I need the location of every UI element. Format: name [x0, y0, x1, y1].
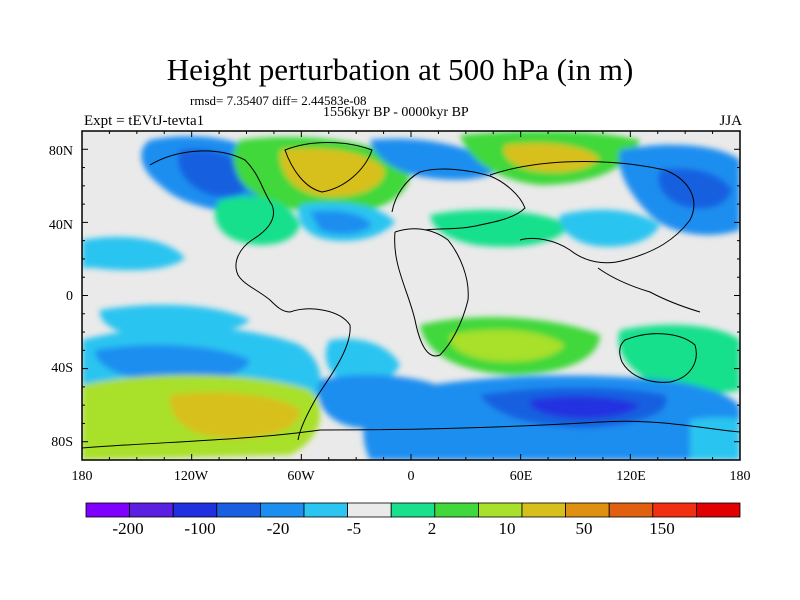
- lon-label: 180: [72, 469, 93, 484]
- contour-teal-sh-east: [618, 324, 740, 394]
- tick-marks: [81, 130, 741, 461]
- lon-label: 60W: [287, 469, 315, 484]
- colorbar-box: [390, 502, 436, 518]
- colorbar-box: [216, 502, 261, 518]
- colorbar-label: 150: [649, 519, 675, 538]
- colorbar-label: 10: [499, 519, 516, 538]
- lon-label: 0: [408, 469, 415, 484]
- lat-axis-labels: 80N 40N 0 40S 80S: [49, 144, 73, 450]
- colorbar-box: [303, 502, 348, 518]
- contour-teal-atlantic: [215, 196, 300, 245]
- contour-cyan-pacific-w: [82, 236, 185, 271]
- coastlines: [82, 142, 740, 449]
- coast-antarctica: [82, 420, 740, 449]
- colorbar-box: [129, 502, 174, 518]
- contour-gold-sh-west: [169, 392, 300, 439]
- coast-africa: [394, 228, 469, 357]
- contour-cyan-sh-pacific-e: [690, 417, 740, 460]
- colorbar-box: [347, 502, 392, 518]
- lon-label: 180: [730, 469, 751, 484]
- colorbar-box: [696, 502, 741, 518]
- coast-asia: [489, 161, 695, 264]
- lat-label: 80S: [51, 435, 73, 450]
- contour-cyan-asia: [559, 209, 660, 247]
- colorbar-labels: -200 -100 -20 -5 2 10 50 150: [112, 519, 674, 538]
- colorbar-box: [565, 502, 610, 518]
- colorbar-box: [521, 502, 566, 518]
- contour-cyan-sh-atlantic: [325, 338, 400, 385]
- lon-label: 120W: [174, 469, 209, 484]
- contour-blue-subtropic: [310, 210, 372, 235]
- period-text: 1556kyr BP - 0000kyr BP: [323, 105, 469, 120]
- contour-yellow-sh-indian: [449, 329, 565, 362]
- contour-field: [82, 131, 740, 460]
- colorbar-label: -100: [184, 519, 215, 538]
- colorbar-label: -200: [112, 519, 143, 538]
- contour-blue-europe: [370, 138, 500, 180]
- stats-text: rmsd= 7.35407 diff= 2.44583e-08: [190, 93, 367, 108]
- colorbar-box: [608, 502, 654, 518]
- coast-europe: [391, 168, 526, 231]
- coast-north-america: [149, 150, 291, 313]
- colorbar-box: [477, 502, 523, 518]
- contour-blue-dark-nw: [178, 148, 251, 197]
- contour-blue-sh-west: [95, 344, 250, 382]
- contour-gold-siberia: [503, 143, 600, 173]
- lat-label: 0: [66, 289, 73, 304]
- lon-axis-labels: 180 120W 60W 0 60E 120E 180: [72, 469, 751, 484]
- contour-deep-blue-southern-ocean: [529, 396, 640, 419]
- colorbar-box: [652, 502, 697, 518]
- colorbar-label: -5: [347, 519, 361, 538]
- colorbar-box: [85, 502, 130, 518]
- colorbar-label: 50: [576, 519, 593, 538]
- lat-label: 40S: [51, 361, 73, 376]
- lon-label: 120E: [616, 469, 646, 484]
- contour-blue-dark-pacific-n: [658, 168, 732, 209]
- experiment-label: Expt = tEVtJ-tevta1: [84, 113, 205, 129]
- colorbar-box: [172, 502, 218, 518]
- lon-label: 60E: [510, 469, 533, 484]
- lat-label: 40N: [49, 218, 73, 233]
- coast-greenland: [284, 142, 373, 193]
- plot-title: Height perturbation at 500 hPa (in m): [166, 52, 634, 87]
- coast-south-america: [289, 308, 351, 441]
- colorbar: [85, 502, 741, 518]
- colorbar-box: [259, 502, 305, 518]
- coast-southeast-asia: [597, 267, 701, 313]
- lat-label: 80N: [49, 144, 73, 159]
- colorbar-label: -20: [267, 519, 290, 538]
- colorbar-box: [434, 502, 479, 518]
- colorbar-label: 2: [428, 519, 437, 538]
- coast-australia: [619, 333, 697, 383]
- season-label: JJA: [719, 113, 742, 129]
- contour-gold-greenland: [279, 148, 385, 197]
- contour-green-africa-n: [430, 209, 570, 247]
